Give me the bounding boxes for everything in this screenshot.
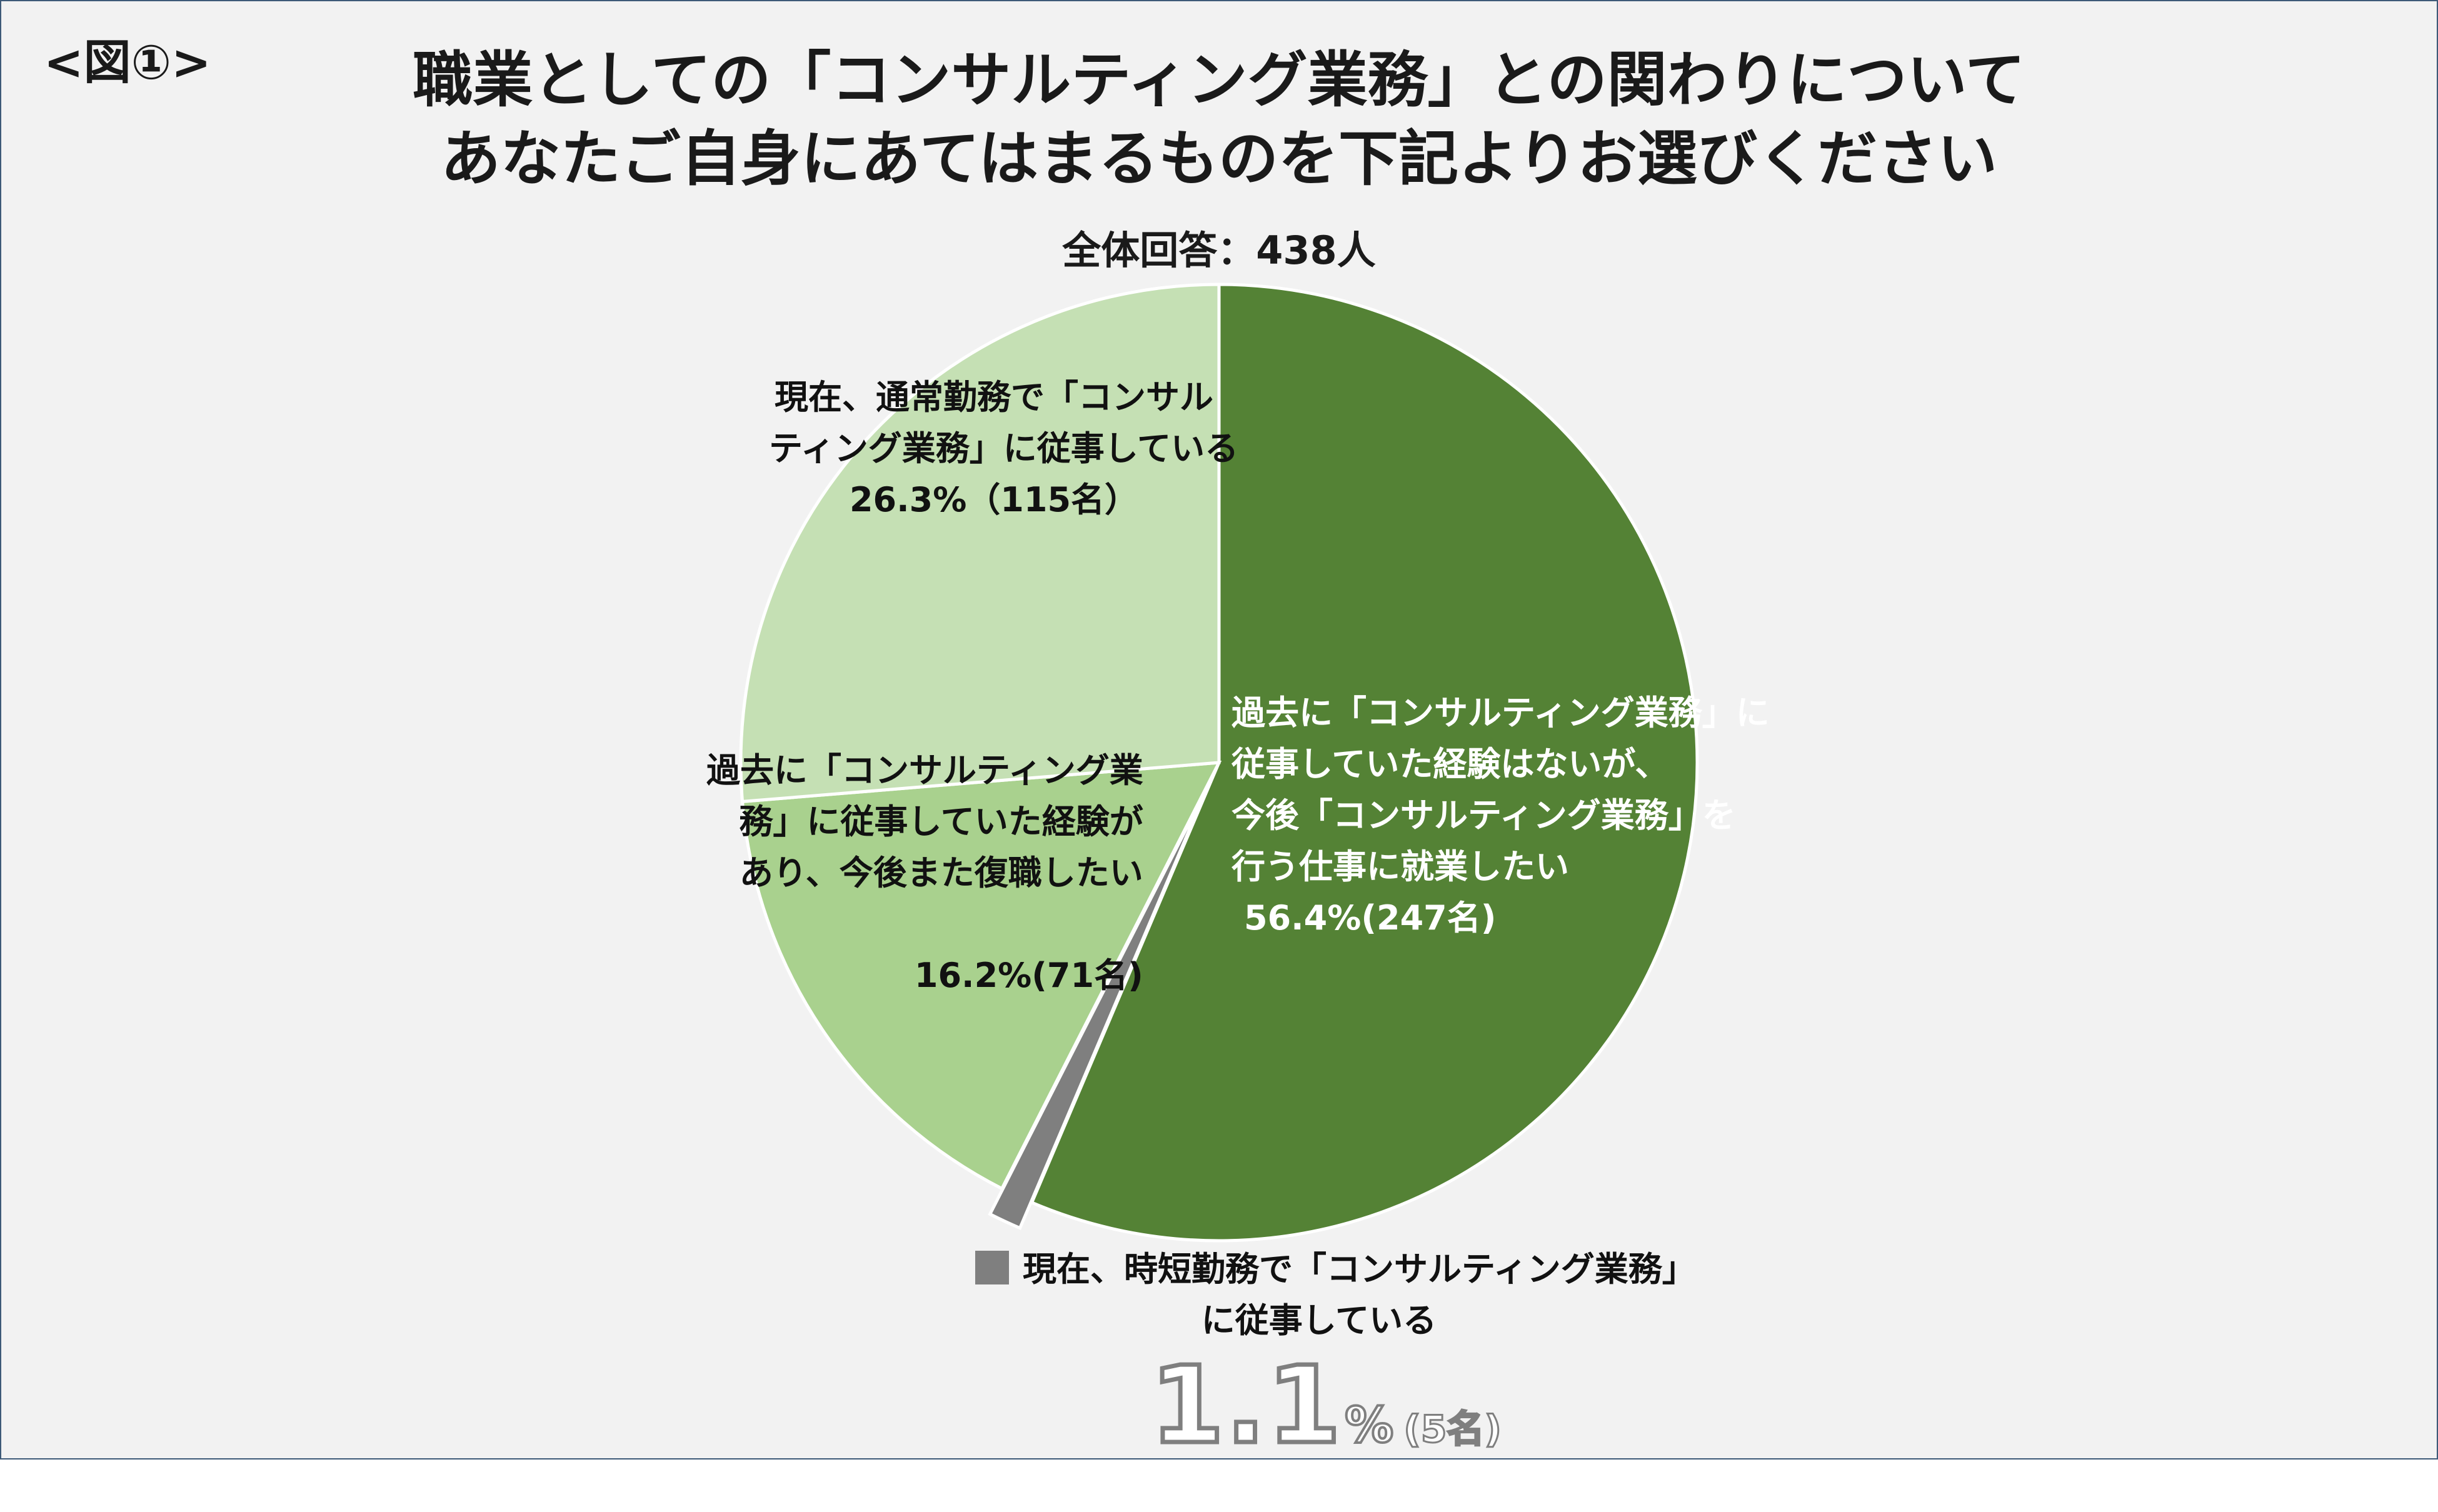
slice-label-line: 過去に「コンサルティング業務」に (1232, 693, 1770, 733)
slice-label-line: 務」に従事していた経験が (739, 802, 1143, 841)
slice-label-line: 今後「コンサルティング業務」を (1232, 796, 1736, 835)
slice-label-line: ティング業務」に従事している (769, 429, 1239, 468)
chart-title-line1: 職業としての「コンサルティング業務」との関わりについて (413, 45, 2025, 115)
figure-label: <図①> (44, 34, 211, 90)
chart-title-line2: あなたご自身にあてはまるものを下記よりお選びください (440, 124, 1998, 194)
slice-percent-label: 56.4%(247名) (1244, 898, 1497, 938)
slice-label-line: 過去に「コンサルティング業 (706, 751, 1143, 790)
slice-label-current-regular: 現在、通常勤務で「コンサル ティング業務」に従事している 26.3%（115名） (769, 372, 1239, 526)
slice-label-line: に従事している (1201, 1301, 1437, 1340)
slice-label-current-short-time: 現在、時短勤務で「コンサルティング業務」 に従事している (975, 1244, 1696, 1346)
slice-percent-label: 26.3%（115名） (849, 480, 1139, 519)
pie-slice-0 (1030, 283, 1699, 1243)
slice-count-label: (5名) (1403, 1407, 1503, 1453)
total-respondents-label: 全体回答：438人 (1062, 228, 1376, 273)
slice-percent-label: 16.2%(71名) (914, 956, 1143, 995)
pie-slice-3 (739, 283, 1221, 804)
slice-label-line: あり、今後また復職したい (739, 853, 1143, 893)
slice-label-line: 現在、時短勤務で「コンサルティング業務」 (1023, 1249, 1696, 1289)
pie-slice-2 (740, 761, 1222, 1191)
slice-percent-callout: 1.1% (5名) (1148, 1342, 1503, 1470)
slice-percent-big: 1.1 (1148, 1342, 1343, 1470)
legend-swatch (975, 1251, 1009, 1284)
slice-label-line: 現在、通常勤務で「コンサル (775, 378, 1213, 417)
slice-label-want-return: 過去に「コンサルティング業 務」に従事していた経験が あり、今後また復職したい … (706, 745, 1143, 1001)
slice-label-line: 行う仕事に就業したい (1232, 847, 1569, 886)
slice-percent-sign: % (1343, 1396, 1395, 1455)
slice-label-line: 従事していた経験はないが、 (1232, 744, 1669, 784)
slice-label-want-consulting-job: 過去に「コンサルティング業務」に 従事していた経験はないが、 今後「コンサルティ… (1232, 688, 1770, 944)
pie-slice-1 (988, 787, 1209, 1231)
